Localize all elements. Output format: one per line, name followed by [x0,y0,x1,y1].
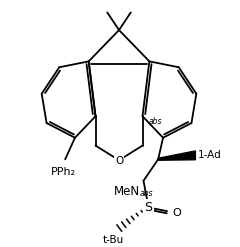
Polygon shape [158,151,195,160]
Text: PPh₂: PPh₂ [51,167,76,177]
Text: 1-Ad: 1-Ad [198,150,222,160]
Text: t-Bu: t-Bu [102,235,124,245]
Text: abs: abs [140,189,153,198]
Text: O: O [172,208,181,218]
Text: S: S [144,201,152,214]
Text: abs: abs [149,117,162,126]
Text: O: O [115,156,123,166]
Text: MeN: MeN [114,185,140,198]
